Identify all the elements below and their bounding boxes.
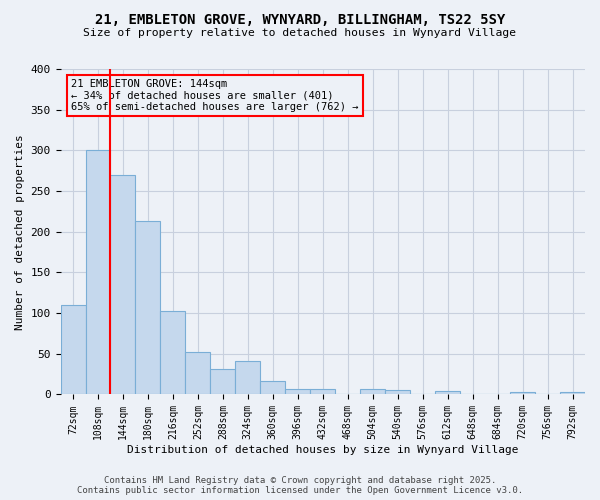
Bar — [286, 389, 310, 394]
Bar — [310, 389, 335, 394]
Bar — [211, 369, 235, 394]
Bar — [510, 392, 535, 394]
Bar — [110, 175, 136, 394]
Y-axis label: Number of detached properties: Number of detached properties — [15, 134, 25, 330]
Bar — [136, 221, 160, 394]
Bar — [260, 380, 286, 394]
Bar — [235, 361, 260, 394]
Text: 21, EMBLETON GROVE, WYNYARD, BILLINGHAM, TS22 5SY: 21, EMBLETON GROVE, WYNYARD, BILLINGHAM,… — [95, 12, 505, 26]
Bar — [360, 389, 385, 394]
Text: Size of property relative to detached houses in Wynyard Village: Size of property relative to detached ho… — [83, 28, 517, 38]
Bar — [160, 312, 185, 394]
Text: 21 EMBLETON GROVE: 144sqm
← 34% of detached houses are smaller (401)
65% of semi: 21 EMBLETON GROVE: 144sqm ← 34% of detac… — [71, 79, 359, 112]
Bar — [385, 390, 410, 394]
Bar — [435, 391, 460, 394]
Text: Contains HM Land Registry data © Crown copyright and database right 2025.
Contai: Contains HM Land Registry data © Crown c… — [77, 476, 523, 495]
Bar — [61, 305, 86, 394]
X-axis label: Distribution of detached houses by size in Wynyard Village: Distribution of detached houses by size … — [127, 445, 518, 455]
Bar — [185, 352, 211, 395]
Bar — [86, 150, 110, 394]
Bar — [560, 392, 585, 394]
